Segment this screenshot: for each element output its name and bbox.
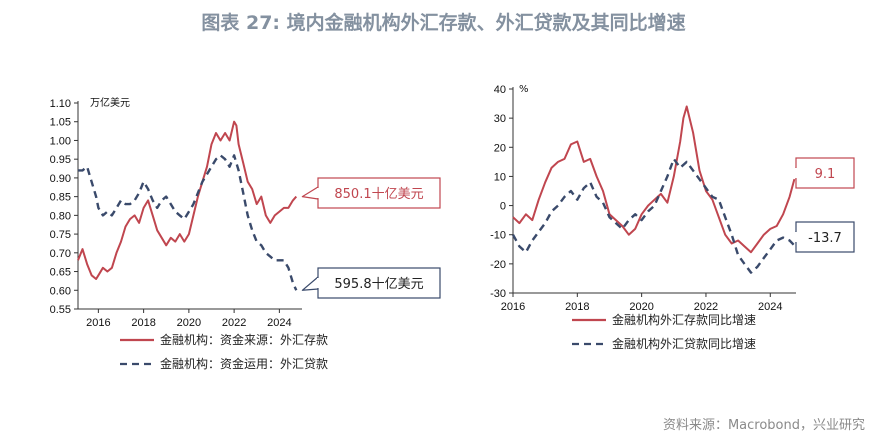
legend-label: 金融机构：资金来源：外汇存款 (160, 332, 328, 347)
page-title: 图表 27: 境内金融机构外汇存款、外汇贷款及其同比增速 (201, 12, 686, 34)
series-line-2 (78, 154, 298, 291)
callout-2: 595.8十亿美元 (301, 267, 441, 299)
y-tick-label: 0.55 (50, 304, 71, 316)
legend-label: 金融机构外汇贷款同比增速 (612, 336, 756, 351)
chart-2: -30 -20 -10 0 10 20 30 40 2016 2018 2020 2022 2024% 金… (490, 84, 855, 351)
y-tick-label: 0.65 (50, 267, 71, 279)
legend-label: 金融机构：资金运用：外汇贷款 (160, 356, 328, 371)
callout-box (795, 221, 855, 253)
x-tick-label: 2020 (629, 301, 653, 313)
y-tick-label: 0.95 (50, 154, 71, 166)
y-tick-label: 10 (494, 171, 506, 183)
y-tick-label: 0.70 (50, 248, 71, 260)
unit-label: 万亿美元 (90, 96, 130, 109)
callout-label: 9.1 (815, 167, 836, 182)
callout-box (317, 267, 441, 299)
source-note: 资料来源：Macrobond，兴业研究 (662, 418, 865, 433)
y-tick-label: 0.60 (50, 285, 71, 297)
series-line-2 (511, 157, 796, 274)
callout-pointer (301, 186, 319, 200)
y-tick-label: 0.80 (50, 210, 71, 222)
unit-label: % (519, 84, 529, 95)
y-tick-label: 1.05 (50, 117, 71, 129)
y-tick-label: 0.85 (50, 192, 71, 204)
callout-label: 850.1十亿美元 (334, 187, 423, 202)
callout-1: 850.1十亿美元 (301, 177, 441, 209)
x-tick-label: 2024 (758, 301, 782, 313)
callout-box (795, 157, 855, 189)
series-line-1 (77, 120, 298, 280)
callout-label: -13.7 (808, 231, 842, 246)
x-tick-label: 2016 (501, 301, 525, 313)
y-tick-label: 20 (494, 142, 506, 154)
y-tick-label: 40 (494, 84, 506, 96)
x-tick-label: 2018 (131, 317, 155, 329)
y-tick-label: 0 (500, 201, 506, 213)
x-tick-label: 2022 (222, 317, 246, 329)
callout-box (317, 177, 441, 209)
y-tick-label: 0.75 (50, 229, 71, 241)
callout-1: 9.1 (795, 157, 855, 189)
x-tick-label: 2024 (267, 317, 291, 329)
callout-pointer (301, 276, 319, 291)
y-tick-label: 1.00 (50, 135, 71, 147)
callout-2: -13.7 (795, 221, 855, 253)
y-tick-label: -20 (490, 259, 506, 271)
x-tick-label: 2020 (177, 317, 201, 329)
y-tick-label: 0.90 (50, 173, 71, 185)
y-tick-label: -10 (490, 230, 506, 242)
callout-label: 595.8十亿美元 (334, 277, 423, 292)
x-tick-label: 2018 (565, 301, 589, 313)
x-tick-label: 2022 (694, 301, 718, 313)
x-tick-label: 2016 (86, 317, 110, 329)
series-line-1 (512, 105, 796, 254)
chart-1: 0.55 0.60 0.65 0.70 0.75 0.80 0.85 0.90 0.95 1.00… (50, 96, 441, 371)
y-tick-label: 30 (494, 113, 506, 125)
y-tick-label: 1.10 (50, 98, 71, 110)
y-tick-label: -30 (490, 288, 506, 300)
legend-label: 金融机构外汇存款同比增速 (612, 312, 756, 327)
